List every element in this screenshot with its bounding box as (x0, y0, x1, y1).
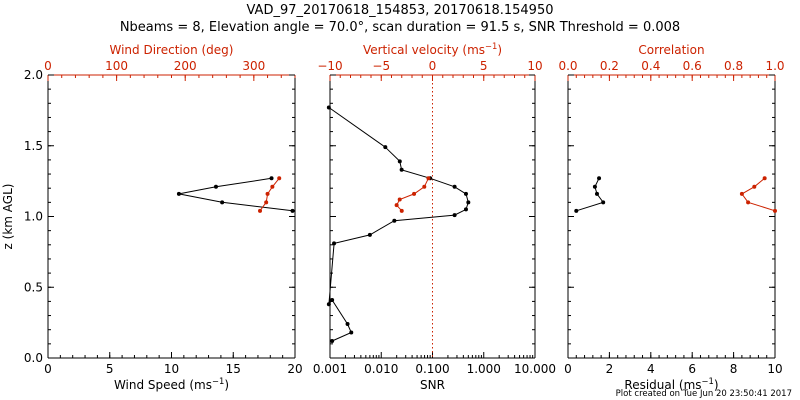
top-axis-label: Correlation (638, 43, 704, 57)
series-line-snr (328, 107, 469, 342)
x-tick-label: 0.100 (415, 362, 449, 376)
data-point (290, 208, 295, 213)
x-tick-label: 0.001 (313, 362, 347, 376)
data-point (220, 200, 225, 205)
panel-snr: 0.001 0.010 0.100 1.000 10.000 −10 −5 0 5 10 SNR Ve… (313, 41, 556, 392)
y-tick-label: 0.5 (24, 280, 43, 294)
data-point (399, 167, 404, 172)
top-tick-label: 1.0 (765, 59, 784, 73)
figure-title-line2: Nbeams = 8, Elevation angle = 70.0°, sca… (120, 20, 680, 35)
top-axis-label: Wind Direction (deg) (110, 43, 234, 57)
x-axis-label: Wind Speed (ms−1) (114, 376, 229, 392)
top-tick-label: 300 (242, 59, 265, 73)
x-axis-label: SNR (420, 378, 445, 392)
x-axis-label: Residual (ms−1) (624, 376, 718, 392)
top-tick-label: 0.4 (641, 59, 660, 73)
data-point (601, 200, 606, 205)
data-point (592, 184, 597, 189)
x-tick-label: 1.000 (467, 362, 501, 376)
y-axis-label: z (km AGL) (1, 184, 15, 250)
data-point (394, 203, 399, 208)
x-tick-label: 10 (164, 362, 179, 376)
data-point (277, 176, 282, 181)
top-tick-label: 5 (480, 59, 488, 73)
x-tick-label: 0 (44, 362, 52, 376)
figure-title-line1: VAD_97_20170618_154853, 20170618.154950 (247, 3, 554, 18)
data-point (330, 297, 335, 302)
data-point (752, 184, 757, 189)
data-point (773, 208, 777, 213)
data-point (326, 302, 331, 307)
data-point (463, 207, 468, 212)
data-point (739, 191, 744, 196)
y-tick-label: 2.0 (24, 68, 43, 82)
data-point (345, 322, 350, 327)
data-point (269, 176, 274, 181)
top-tick-label: −10 (317, 59, 342, 73)
x-tick-label: 15 (226, 362, 241, 376)
panel-residual: 0 2 4 6 8 10 0.0 0.2 0.4 0.6 0.8 1.0 Residual (ms−1)… (558, 43, 784, 392)
x-tick-label: 8 (730, 362, 738, 376)
x-tick-label: 10.000 (514, 362, 556, 376)
series-line-correlation (741, 177, 776, 212)
data-point (463, 191, 468, 196)
data-point (466, 200, 471, 205)
top-tick-label: 100 (105, 59, 128, 73)
x-tick-label: 5 (106, 362, 114, 376)
data-point (349, 330, 354, 335)
top-tick-label: 10 (527, 59, 542, 73)
data-point (326, 105, 331, 110)
data-point (397, 197, 402, 202)
top-tick-label: 0 (429, 59, 437, 73)
data-point (270, 184, 275, 189)
data-point (574, 208, 579, 213)
data-point (746, 200, 751, 205)
data-point (392, 218, 397, 223)
top-tick-label: 0.0 (558, 59, 577, 73)
x-tick-label: 0.010 (364, 362, 398, 376)
data-point (597, 176, 602, 181)
data-point (258, 208, 263, 213)
top-tick-label: 200 (174, 59, 197, 73)
data-point (594, 191, 599, 196)
footer-plot-created: Plot created on Tue Jun 20 23:50:41 2017 (616, 389, 792, 399)
x-tick-label: 0 (564, 362, 572, 376)
series-line-wind-direction (259, 177, 280, 212)
data-point (399, 208, 404, 213)
top-tick-label: 0 (44, 59, 52, 73)
data-point (383, 145, 388, 150)
top-tick-label: −5 (372, 59, 390, 73)
y-tick-label: 0.0 (24, 351, 43, 365)
series-line-residual (576, 178, 605, 212)
data-point (176, 191, 181, 196)
top-tick-label: 0.2 (600, 59, 619, 73)
x-tick-label: 6 (688, 362, 696, 376)
top-tick-label: 0.6 (683, 59, 702, 73)
data-point (762, 176, 767, 181)
top-tick-label: 0.8 (724, 59, 743, 73)
x-tick-label: 2 (606, 362, 614, 376)
data-point (264, 200, 269, 205)
data-point (265, 191, 270, 196)
x-tick-label: 4 (647, 362, 655, 376)
data-point (397, 159, 402, 164)
data-point (452, 213, 457, 218)
data-point (330, 339, 335, 344)
x-tick-label: 20 (287, 362, 302, 376)
data-point (452, 184, 457, 189)
y-tick-label: 1.0 (24, 210, 43, 224)
data-point (426, 176, 431, 181)
y-tick-label: 1.5 (24, 139, 43, 153)
data-point (422, 184, 427, 189)
x-tick-label: 10 (767, 362, 782, 376)
data-point (412, 191, 417, 196)
data-point (332, 241, 337, 246)
data-point (367, 232, 372, 237)
top-axis-label: Vertical velocity (ms−1) (363, 41, 502, 57)
data-point (213, 184, 218, 189)
